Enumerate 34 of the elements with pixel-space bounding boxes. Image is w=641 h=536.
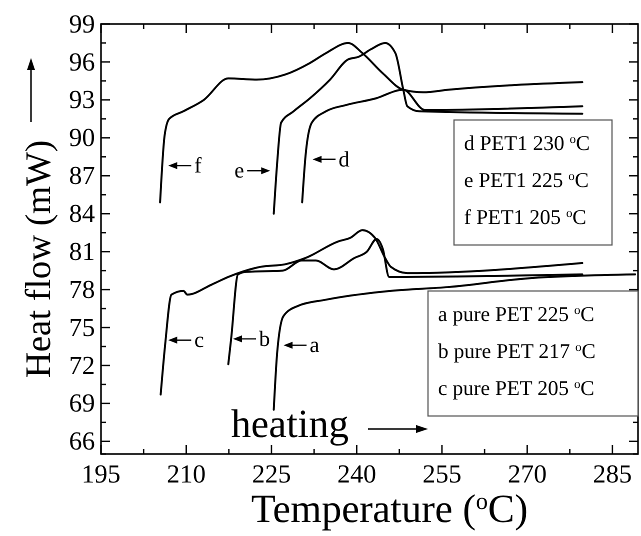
x-tick-label: 225 [252, 459, 291, 488]
y-axis-title: Heat flow (mW) [18, 140, 58, 378]
y-tick-label: 93 [69, 85, 95, 114]
y-tick-label: 69 [69, 388, 95, 418]
x-tick-label: 270 [508, 459, 547, 488]
y-tick-label: 66 [69, 426, 95, 456]
annotation: f PET1 205 $^{o}$C [464, 205, 586, 229]
annotation: e PET1 225 $^{o}$C [464, 168, 589, 192]
x-tick-label: 195 [82, 459, 120, 488]
annotation: d PET1 230 $^{o}$C [464, 131, 590, 155]
x-tick-label: 255 [422, 459, 462, 488]
x-tick-label: 210 [166, 459, 206, 488]
annotation: heating [231, 401, 349, 446]
y-tick-label: 84 [69, 199, 95, 228]
annotation: a [310, 332, 320, 358]
annotation: c [194, 327, 204, 352]
annotation: d [338, 146, 350, 172]
annotation: a pure PET 225 $^{o}$C [438, 302, 594, 326]
y-tick-label: 99 [69, 9, 95, 38]
annotation: f [194, 152, 202, 178]
annotation: e [234, 158, 244, 183]
annotation: b pure PET 217 $^{o}$C [438, 339, 596, 363]
y-tick-label: 96 [69, 47, 95, 76]
y-tick-label: 78 [69, 274, 95, 304]
annotation: b [258, 326, 270, 351]
annotation: c pure PET 205 $^{o}$C [438, 376, 594, 400]
y-tick-label: 81 [69, 236, 95, 266]
x-tick-label: 285 [592, 459, 632, 488]
x-tick-label: 240 [337, 459, 376, 488]
y-tick-label: 75 [69, 312, 95, 342]
y-tick-label: 90 [69, 123, 95, 152]
y-tick-label: 72 [69, 350, 95, 380]
y-tick-label: 87 [69, 161, 95, 190]
x-axis-title: Temperature ($^{o}$C) [251, 486, 528, 531]
